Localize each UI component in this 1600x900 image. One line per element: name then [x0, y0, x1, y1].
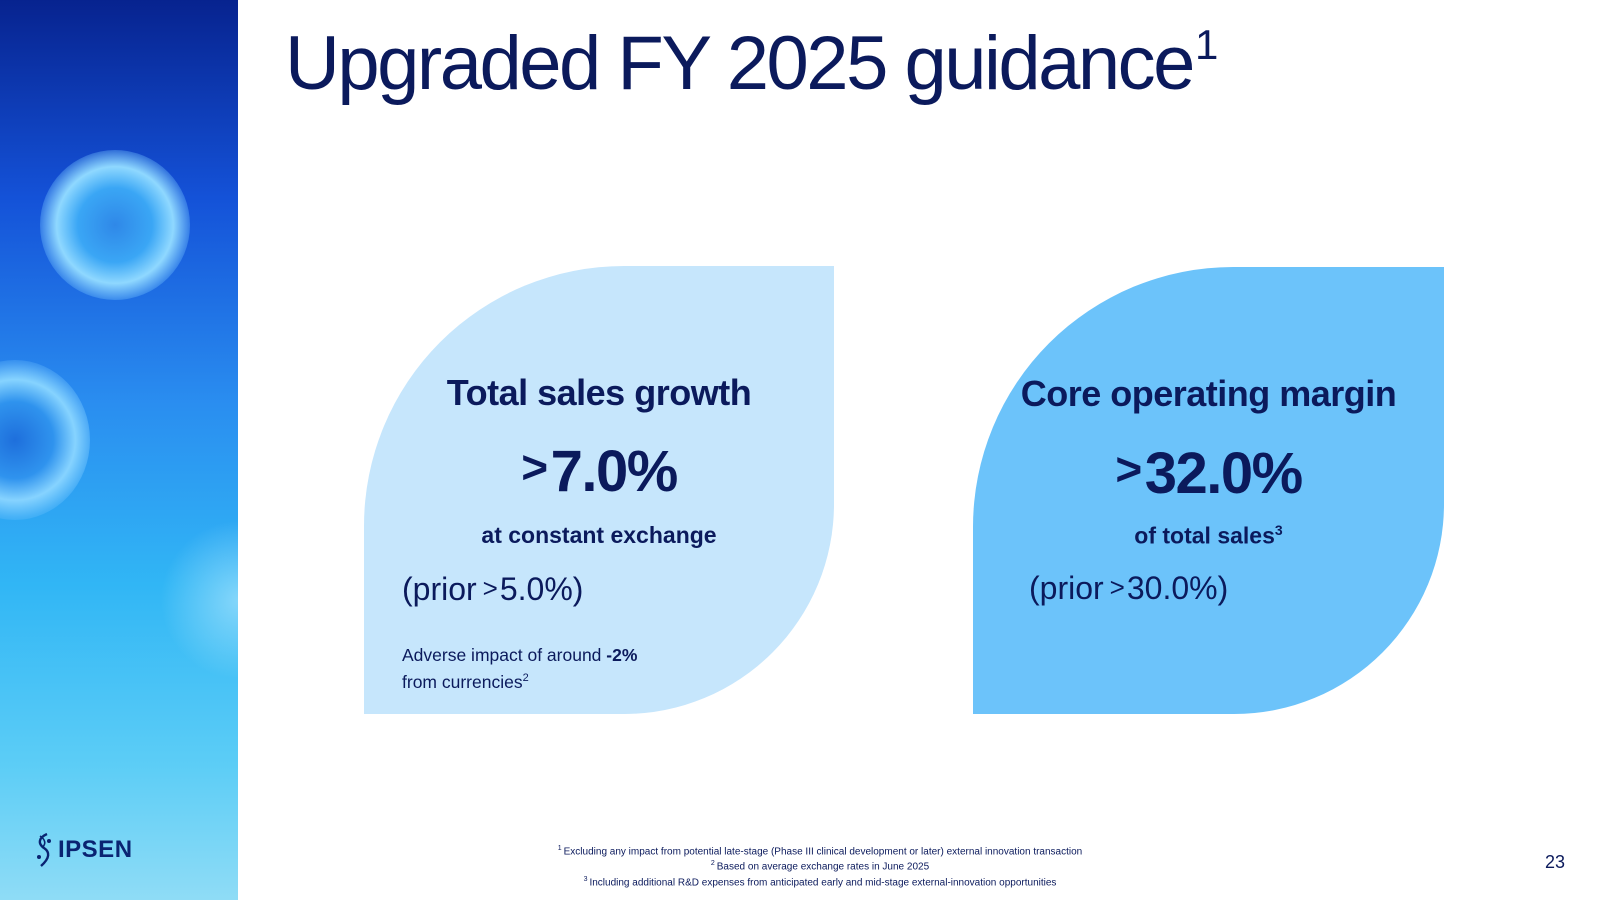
- footnote: 1 Excluding any impact from potential lat…: [440, 843, 1200, 858]
- sales-card-title: Total sales growth: [446, 372, 752, 413]
- margin-footnote-ref: 3: [1274, 522, 1283, 538]
- footnote-number: 2: [710, 860, 715, 868]
- sales-value-text: 7.0%: [550, 439, 679, 504]
- footnote-number: 1: [557, 845, 562, 852]
- ipsen-logo-icon: [37, 832, 51, 867]
- footnote-number: 3: [583, 875, 588, 883]
- margin-card-title: Core operating margin: [1020, 373, 1397, 414]
- margin-card-subtitle: of total sales3: [973, 522, 1444, 550]
- core-margin-value: >32.0%: [973, 440, 1444, 507]
- core-margin-card: Core operating margin >32.0% of total sa…: [973, 267, 1444, 714]
- greater-than-symbol: >: [521, 441, 548, 493]
- title-footnote-ref: 1: [1194, 21, 1219, 68]
- footnote: 2 Based on average exchange rates in June…: [440, 858, 1200, 873]
- sales-growth-card: Total sales growth >7.0% at constant exc…: [364, 266, 834, 714]
- footnote-text: Excluding any impact from potential late…: [563, 846, 1083, 858]
- prior-label: (prior: [402, 571, 477, 607]
- cell-bubble-image: [0, 360, 90, 520]
- cell-bubble-image: [40, 150, 190, 300]
- footnote-text: Including additional R&D expenses from a…: [589, 876, 1057, 888]
- prior-label: (prior: [1029, 570, 1104, 606]
- currency-impact-note: Adverse impact of around -2% from curren…: [402, 644, 637, 694]
- ipsen-logo: IPSEN: [34, 832, 133, 868]
- footnotes: 1 Excluding any impact from potential lat…: [440, 843, 1200, 889]
- slide-title: Upgraded FY 2025 guidance1: [285, 18, 1218, 109]
- footnote-text: Based on average exchange rates in June …: [716, 861, 930, 873]
- sales-prior-guidance: (prior >5.0%): [402, 571, 583, 608]
- page-number: 23: [1545, 852, 1566, 872]
- note-footnote-ref: 2: [522, 672, 529, 684]
- note-bold-value: -2%: [606, 645, 638, 665]
- greater-than-symbol: >: [1109, 572, 1125, 602]
- sales-card-subtitle: at constant exchange: [481, 522, 717, 548]
- note-text-line2: from currencies: [402, 671, 523, 692]
- light-glow: [160, 520, 238, 680]
- margin-prior-guidance: (prior >30.0%): [1029, 570, 1228, 607]
- footnote: 3 Including additional R&D expenses from …: [440, 874, 1200, 889]
- margin-subtitle-text: of total sales: [1134, 522, 1275, 549]
- greater-than-symbol: >: [1115, 443, 1142, 495]
- prior-value: 5.0%): [499, 571, 584, 607]
- margin-value-text: 32.0%: [1144, 441, 1303, 506]
- sales-growth-value: >7.0%: [364, 438, 834, 505]
- greater-than-symbol: >: [482, 573, 498, 603]
- prior-value: 30.0%): [1126, 570, 1229, 606]
- note-text: Adverse impact of around: [402, 645, 607, 665]
- sidebar-image: IPSEN: [0, 0, 238, 900]
- slide-title-text: Upgraded FY 2025 guidance: [285, 21, 1195, 106]
- logo-wordmark: IPSEN: [58, 836, 133, 863]
